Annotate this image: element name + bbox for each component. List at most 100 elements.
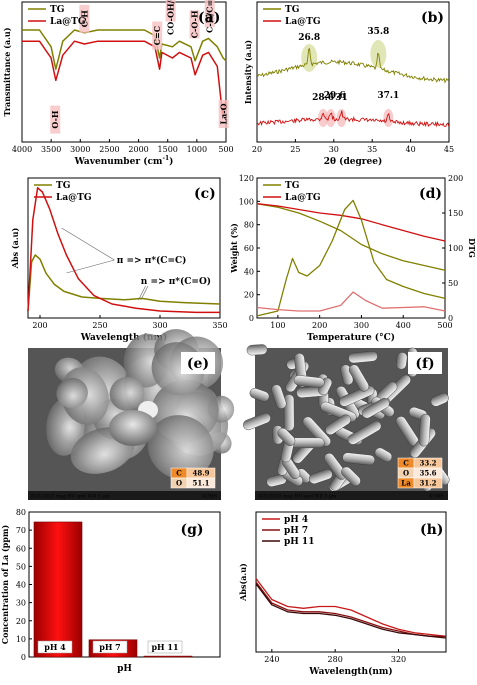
x-tick-label: 500 <box>437 321 452 330</box>
peak-label: 31 <box>335 93 348 103</box>
y-tick-label: 70 <box>16 526 26 535</box>
sem-particle <box>56 377 88 409</box>
panel-h: 240 280 320 pH 4pH 7pH 11 (h) Wavelength(nm) A… <box>238 511 447 677</box>
y2-tick-label: 0 <box>448 314 453 323</box>
x-tick-label: 300 <box>354 321 369 330</box>
legend-label: TG <box>285 181 299 191</box>
peak-annotation: C-H/C=C <box>205 0 215 33</box>
bar-category-label: pH 4 <box>44 642 66 652</box>
sem-nanorod <box>277 427 296 446</box>
legend-label: La@TG <box>56 193 92 203</box>
bar-category-label: pH 7 <box>99 642 121 652</box>
legend-label: La@TG <box>50 17 86 27</box>
x-axis-label: Temperature (°C) <box>307 332 395 343</box>
legend-label: pH 4 <box>284 515 308 525</box>
y-axis-label: Abs (a.u) <box>10 228 20 270</box>
sem-nanorod <box>271 384 287 409</box>
plot-frame <box>27 177 221 319</box>
eds-element: O <box>403 469 409 478</box>
y-axis-label: Weight (%) <box>229 223 239 274</box>
sem-nanorod <box>348 364 370 392</box>
y2-tick-label: 200 <box>448 174 463 183</box>
sem-nanorod <box>348 351 378 364</box>
panel-f: 8/21/2023 mag HV spot WD 5 μm KUMS C 33.2 O 3… <box>243 344 450 500</box>
peak-highlight <box>336 109 347 127</box>
bar-label-box <box>37 640 73 654</box>
panel-label: (e) <box>187 356 209 372</box>
y-tick-label: 0 <box>21 653 26 662</box>
sem-nanorod <box>325 414 351 435</box>
panel-label-box <box>408 352 442 374</box>
y-tick-label: 20 <box>244 291 254 300</box>
annotation-highlight <box>204 0 215 28</box>
annotation-pointer <box>138 285 146 301</box>
legend-label: TG <box>50 5 64 15</box>
series-line-la-at-tg <box>27 187 220 314</box>
panel-label: (d) <box>419 186 442 202</box>
y-tick-label: 80 <box>16 508 26 517</box>
eds-element: La <box>401 479 411 488</box>
bar-label-box <box>147 640 183 654</box>
sem-nanorod <box>430 392 449 407</box>
peak-annotation: C=C <box>152 26 162 45</box>
panel-c: 200 250 300 350 π => π*(C=C) n => π*(C=O) TG La… <box>10 177 228 343</box>
series-line-tg <box>27 254 221 312</box>
series-line-ph-4 <box>255 578 447 637</box>
sem-nanorod <box>347 420 382 445</box>
peak-highlight <box>383 109 394 127</box>
sem-nanorod <box>342 452 375 466</box>
annotation-highlight <box>165 0 176 22</box>
x-tick-label: 20 <box>252 145 262 154</box>
plot-frame <box>21 1 227 143</box>
sem-nanorod <box>396 352 408 370</box>
y-tick-label: 60 <box>244 244 254 253</box>
y2-axis-label: DTG <box>467 238 477 258</box>
y-tick-label: 100 <box>239 197 254 206</box>
y-tick-label: 80 <box>244 221 254 230</box>
sem-info-text: 8/21/2023 mag HV spot WD 5 μm <box>258 494 337 500</box>
sem-nanorod <box>249 387 270 402</box>
eds-element: O <box>176 479 182 488</box>
sem-info-bar <box>255 491 448 500</box>
series-line-tg-weight <box>256 203 446 271</box>
y-axis-label: Intensity (a.u) <box>243 40 253 104</box>
x-tick-label: 240 <box>264 655 279 664</box>
panel-label-box <box>170 515 214 539</box>
sem-particle <box>147 415 214 480</box>
y-tick-label: 10 <box>16 635 26 644</box>
y-tick-label: 120 <box>239 174 254 183</box>
eds-value-cell <box>186 477 216 489</box>
series-line-ph-11 <box>255 583 447 639</box>
eds-value-cell <box>413 477 443 489</box>
x-tick-label: 350 <box>212 321 227 330</box>
peak-label: 35.8 <box>367 27 389 37</box>
x-tick-label: 400 <box>396 321 411 330</box>
sem-nanorod <box>308 469 333 484</box>
x-tick-label: 3000 <box>70 145 90 154</box>
sem-nanorod <box>302 416 331 447</box>
peak-annotation: O-H <box>50 110 60 129</box>
series-line-ph-7 <box>255 581 446 637</box>
x-tick-label: 2500 <box>99 145 119 154</box>
y-tick-label: 60 <box>16 544 26 553</box>
y-tick-label: 20 <box>16 617 26 626</box>
y2-tick-label: 150 <box>448 209 463 218</box>
annotation-pointer <box>61 227 115 261</box>
x-tick-label: 1500 <box>158 145 178 154</box>
sem-nanorod <box>341 466 361 487</box>
eds-value: 48.9 <box>192 469 209 478</box>
panel-label-box <box>181 352 215 374</box>
bar-category-label: pH 11 <box>151 642 178 652</box>
x-tick-label: 1000 <box>187 145 207 154</box>
x-axis-label: pH <box>117 664 132 674</box>
peak-annotation: La-O <box>219 103 229 124</box>
eds-value: 33.2 <box>419 459 436 468</box>
x-tick-label: 100 <box>270 321 285 330</box>
y-tick-label: 0 <box>249 314 254 323</box>
peak-highlight <box>325 109 336 127</box>
x-axis-label: 2θ (degree) <box>324 156 382 167</box>
x-tick-label: 3500 <box>41 145 61 154</box>
legend-label: TG <box>56 181 70 191</box>
bar-ph-4 <box>33 521 83 658</box>
series-line-la-tg-dtg <box>256 291 446 312</box>
